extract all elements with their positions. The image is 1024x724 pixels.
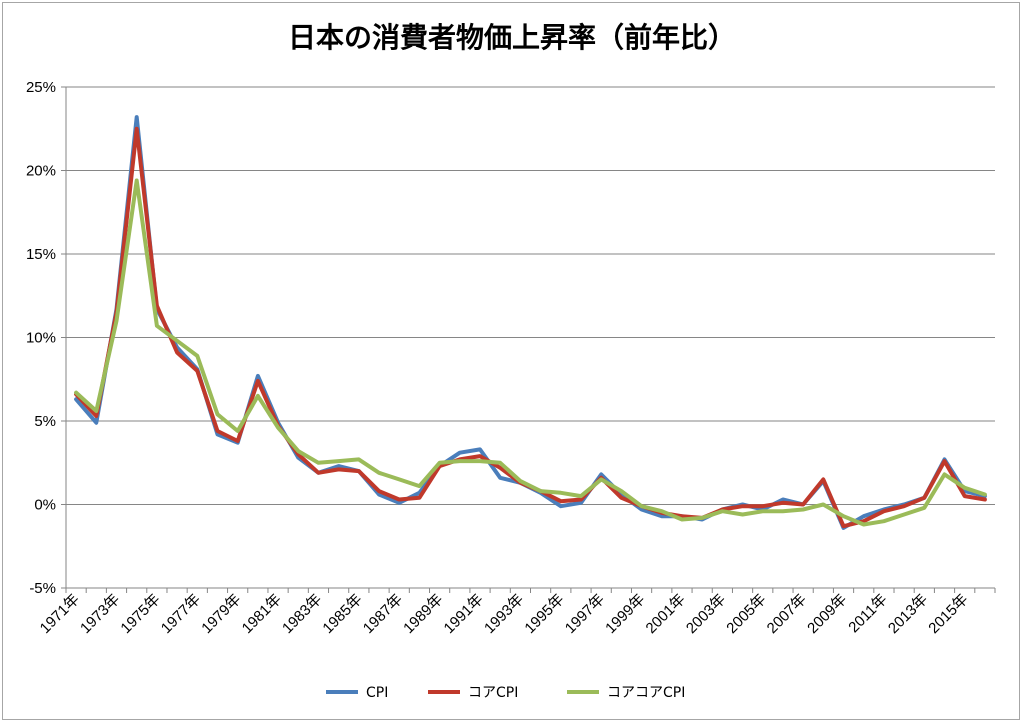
x-tick-label: 1971年 [37, 591, 83, 637]
x-tick-label: 1999年 [602, 591, 648, 637]
legend-label: CPI [366, 685, 388, 701]
x-tick-label: 1975年 [117, 591, 163, 637]
x-tick-label: 2001年 [643, 591, 689, 637]
axes: 25%20%15%10%5%0%-5%1971年1973年1975年1977年1… [26, 79, 996, 637]
y-tick-label: 15% [26, 246, 56, 263]
x-tick-label: 1985年 [319, 591, 365, 637]
x-tick-label: 1995年 [521, 591, 567, 637]
series-lines [74, 115, 987, 530]
x-tick-label: 2013年 [885, 591, 931, 637]
series-line [74, 178, 987, 527]
x-tick-label: 1993年 [481, 591, 527, 637]
x-tick-label: 1991年 [441, 591, 487, 637]
y-tick-label: 20% [26, 163, 56, 180]
gridlines [66, 86, 995, 589]
x-tick-label: 1983年 [279, 591, 325, 637]
legend: CPI コアCPI コアコアCPI [326, 685, 685, 701]
x-tick-label: 2007年 [764, 591, 810, 637]
x-tick-label: 2009年 [804, 591, 850, 637]
x-tick-label: 2003年 [683, 591, 729, 637]
y-tick-label: -5% [29, 580, 56, 597]
y-tick-label: 0% [34, 497, 56, 514]
y-tick-label: 5% [34, 413, 56, 430]
y-tick-label: 10% [26, 330, 56, 347]
x-tick-label: 1973年 [77, 591, 123, 637]
legend-label: コアコアCPI [607, 685, 685, 701]
x-tick-label: 1977年 [158, 591, 204, 637]
x-tick-label: 1989年 [400, 591, 446, 637]
x-tick-label: 2011年 [845, 591, 890, 636]
series-line [74, 126, 987, 529]
series-line [74, 115, 987, 530]
chart-title: 日本の消費者物価上昇率（前年比） [287, 21, 736, 54]
legend-label: コアCPI [468, 685, 518, 701]
x-tick-label: 2005年 [723, 591, 769, 637]
y-tick-label: 25% [26, 79, 56, 96]
x-tick-label: 1997年 [562, 591, 608, 637]
x-tick-label: 1987年 [360, 591, 406, 637]
x-tick-label: 1979年 [198, 591, 244, 637]
x-tick-label: 1981年 [239, 591, 285, 637]
x-tick-label: 2015年 [925, 591, 971, 637]
